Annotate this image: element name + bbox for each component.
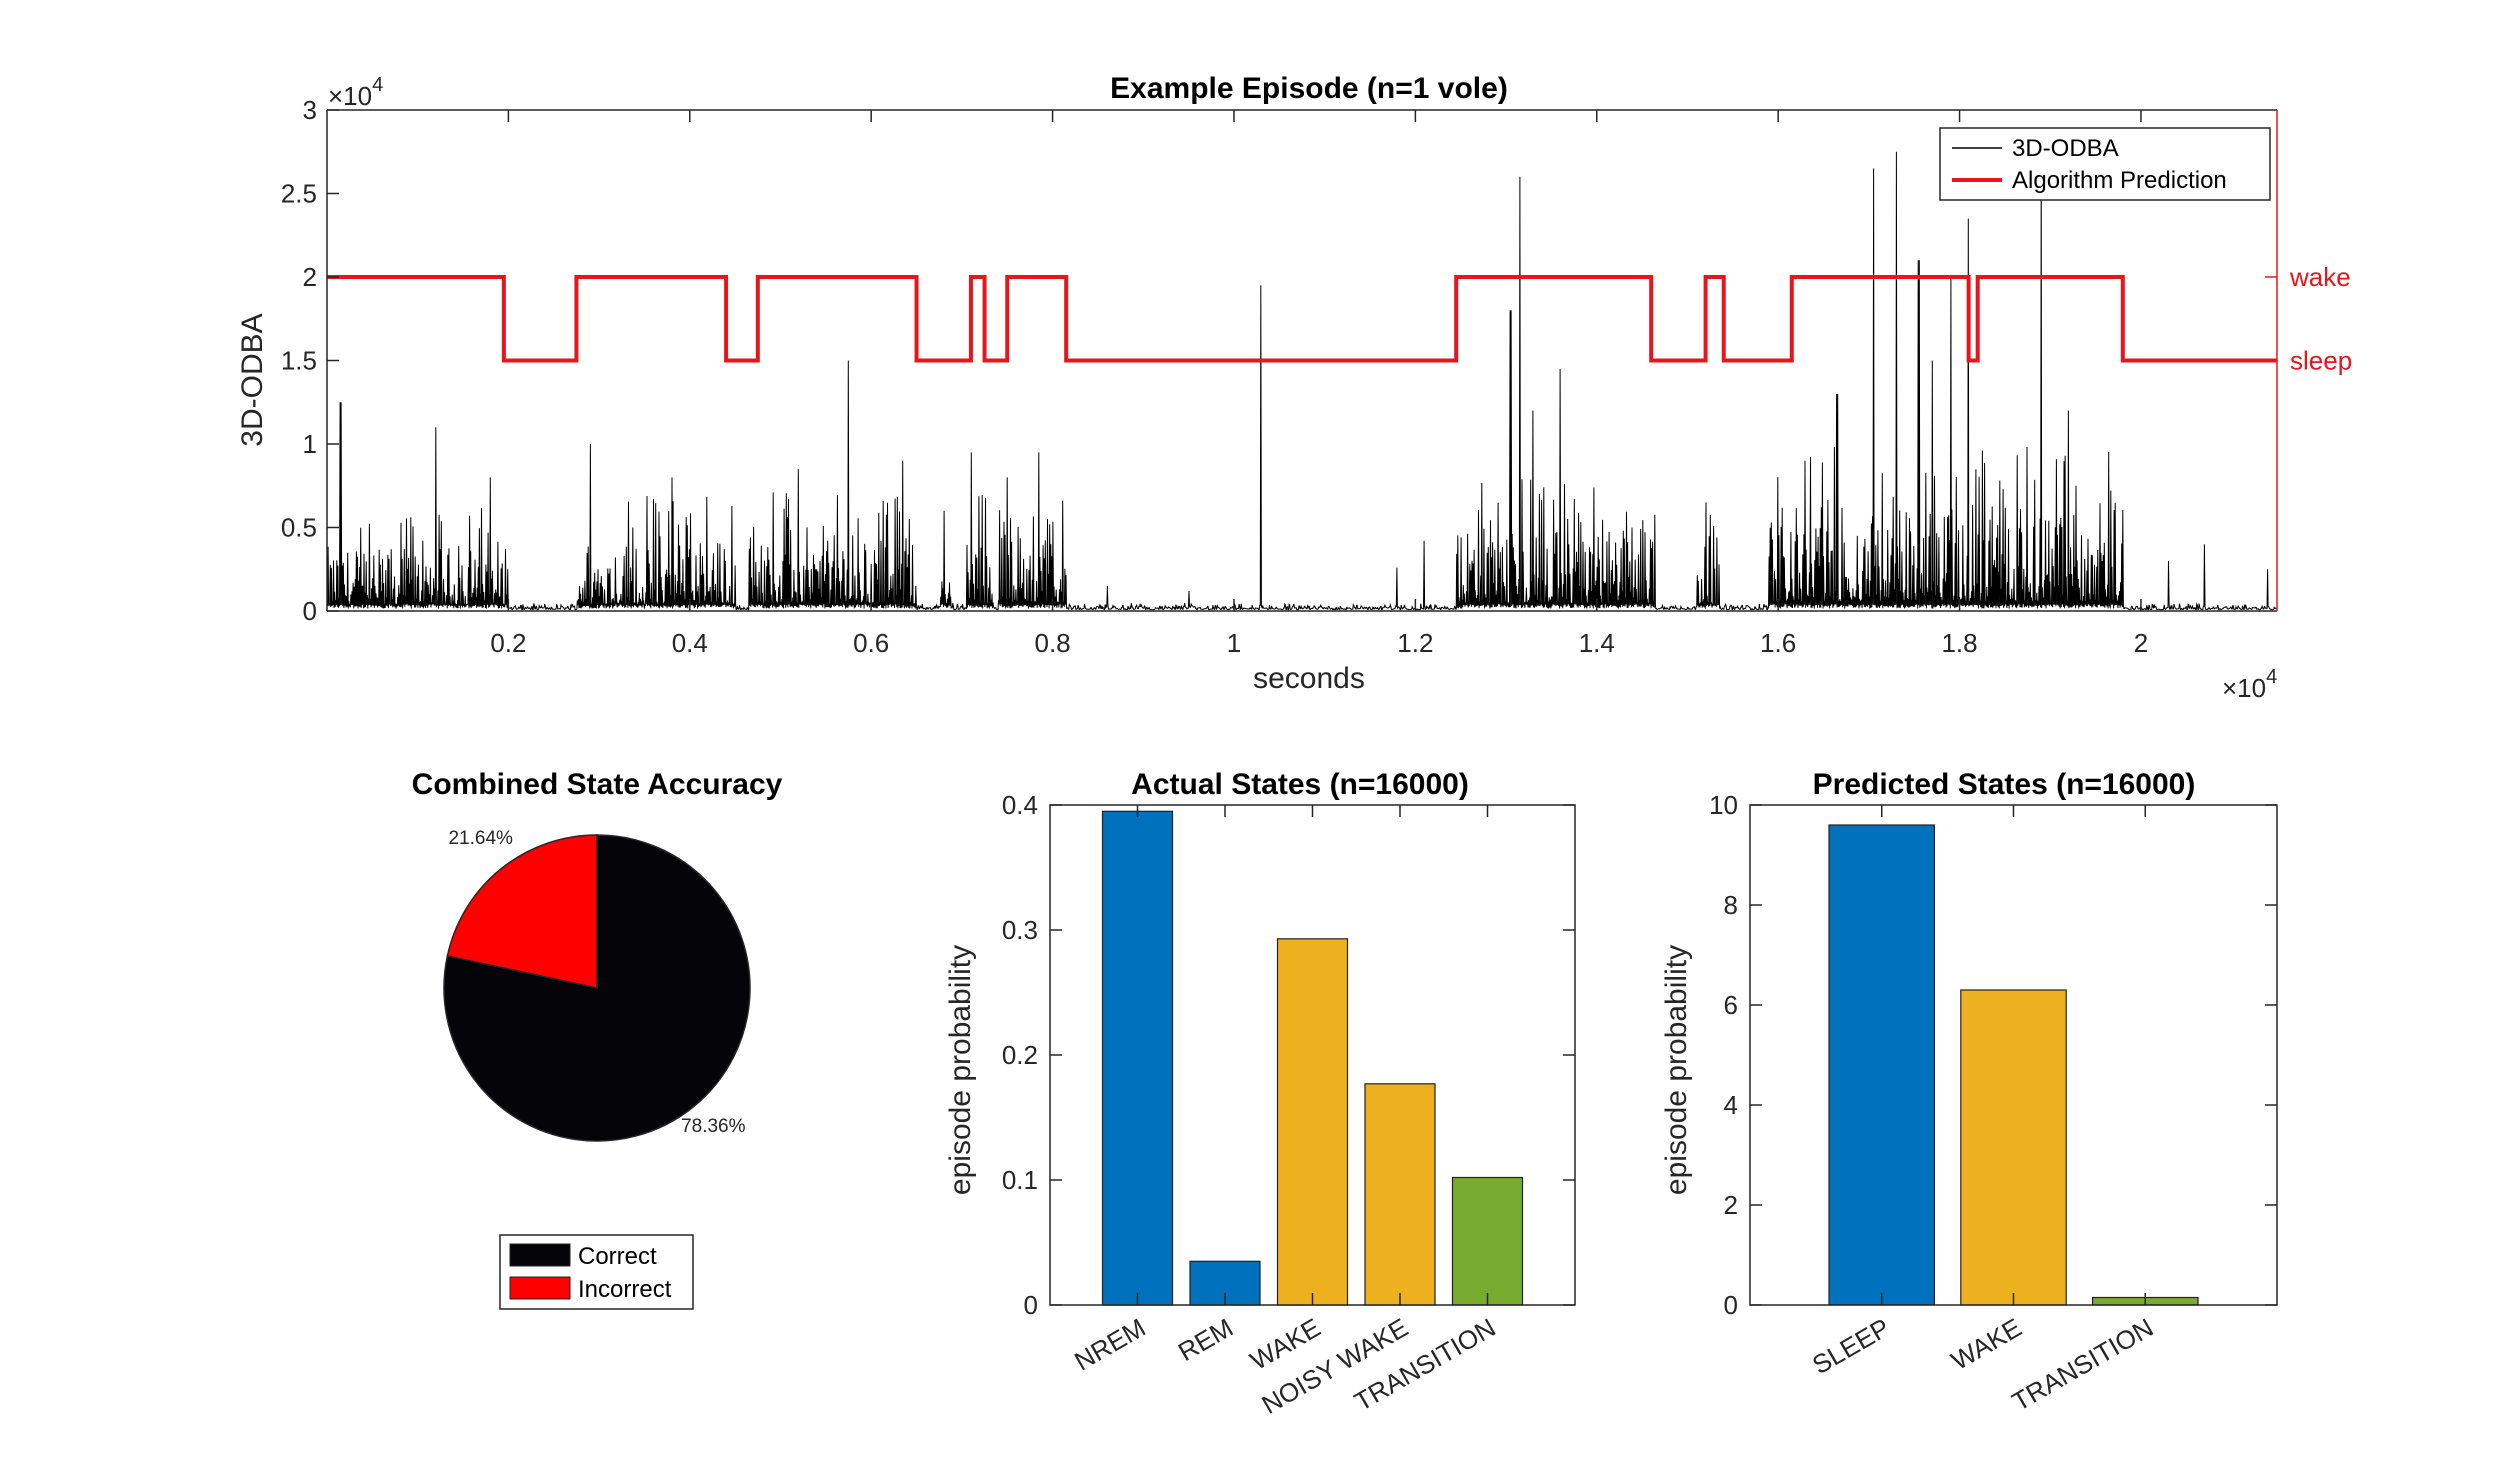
- pie-title: Combined State Accuracy: [412, 768, 783, 801]
- episode-x-tick-label: 0.4: [672, 628, 708, 658]
- episode-x-tick-label: 2: [2134, 628, 2148, 658]
- episode-x-label: seconds: [1253, 662, 1365, 695]
- legend-incorrect-label: Incorrect: [578, 1276, 672, 1303]
- predicted-y-tick-label: 8: [1724, 890, 1738, 920]
- episode-ticks: 0.2 0.4 0.6 0.8 1 1.2 1.4 1.6 1.8 2 0 0.5 1 1.5 2 2.5 3 w…: [281, 95, 2352, 658]
- episode-x-tick-label: 1.8: [1941, 628, 1977, 658]
- predicted-y-label: episode probability: [1660, 945, 1693, 1195]
- pie-slice-correct: [443, 834, 751, 1142]
- episode-y-tick-label: 3: [303, 95, 317, 125]
- predicted-y-tick-label: 10: [1709, 790, 1738, 820]
- pie-chart: 78.36% 21.64%: [443, 828, 751, 1142]
- episode-x-tick-label: 0.8: [1035, 628, 1071, 658]
- predicted-y-tick-label: 0: [1724, 1290, 1738, 1320]
- episode-y-tick-label: 2.5: [281, 179, 317, 209]
- episode-y-tick-label: 0: [303, 596, 317, 626]
- predicted-bar: [1828, 824, 1936, 1306]
- predicted-frame: [1749, 804, 2278, 1306]
- predicted-y-tick-label: 6: [1724, 990, 1738, 1020]
- episode-y-tick-label: 1.5: [281, 346, 317, 376]
- actual-y-tick-label: 0.2: [1002, 1040, 1038, 1070]
- actual-bar: [1276, 938, 1349, 1306]
- predicted-bar: [1960, 989, 2067, 1306]
- pie-slice-label: 78.36%: [681, 1116, 746, 1137]
- actual-bar: [1451, 1176, 1524, 1306]
- episode-panel: Example Episode (n=1 vole) ×104 ×104 0.2…: [236, 72, 2352, 703]
- legend-incorrect-swatch: [509, 1276, 571, 1300]
- legend-odba-label: 3D-ODBA: [2012, 135, 2119, 162]
- predicted-y-tick-label: 2: [1724, 1190, 1738, 1220]
- predicted-title: Predicted States (n=16000): [1813, 768, 2196, 801]
- pie-slice-incorrect: [446, 834, 598, 989]
- episode-y-tick-label: 0.5: [281, 513, 317, 543]
- episode-y-label: 3D-ODBA: [236, 313, 269, 446]
- episode-right-tick-label: sleep: [2290, 346, 2352, 376]
- actual-bar: [1101, 810, 1174, 1306]
- episode-x-tick-label: 1.6: [1760, 628, 1796, 658]
- episode-y-exponent: ×104: [328, 74, 383, 111]
- episode-legend: 3D-ODBA Algorithm Prediction: [1939, 127, 2271, 201]
- prediction-trace: [327, 275, 2277, 363]
- actual-bar: [1364, 1083, 1436, 1306]
- episode-y-tick-label: 2: [303, 262, 317, 292]
- actual-title: Actual States (n=16000): [1131, 768, 1469, 801]
- actual-y-tick-label: 0: [1024, 1290, 1038, 1320]
- episode-x-tick-label: 0.2: [490, 628, 526, 658]
- legend-prediction-label: Algorithm Prediction: [2012, 167, 2227, 194]
- legend-correct-label: Correct: [578, 1243, 657, 1270]
- odba-line: [326, 151, 2277, 611]
- pie-legend: Correct Incorrect: [499, 1234, 694, 1310]
- actual-frame: [1049, 804, 1576, 1306]
- episode-legend-box: [1939, 127, 2271, 201]
- episode-title: Example Episode (n=1 vole): [1110, 72, 1508, 105]
- legend-correct-swatch: [509, 1243, 571, 1267]
- actual-y-label: episode probability: [944, 945, 977, 1195]
- actual-y-tick-label: 0.3: [1002, 915, 1038, 945]
- actual-states-panel: Actual States (n=16000) NREM REM WAKENOISY…: [944, 768, 1576, 1420]
- pie-slice-label: 21.64%: [448, 828, 513, 849]
- actual-y-tick-label: 0.1: [1002, 1165, 1038, 1195]
- episode-y-tick-label: 1: [303, 429, 317, 459]
- episode-x-tick-label: 1.2: [1397, 628, 1433, 658]
- actual-y-tick-label: 0.4: [1002, 790, 1038, 820]
- episode-x-tick-label: 1: [1227, 628, 1241, 658]
- predicted-y-tick-label: 4: [1724, 1090, 1738, 1120]
- prediction-line: [327, 275, 2277, 363]
- predicted-states-panel: Predicted States (n=16000) SLEEP WAKETRAN…: [1660, 768, 2278, 1417]
- episode-x-tick-label: 0.6: [853, 628, 889, 658]
- odba-trace: [326, 151, 2277, 611]
- episode-x-exponent: ×104: [2222, 666, 2277, 703]
- episode-right-tick-label: wake: [2289, 262, 2351, 292]
- episode-x-tick-label: 1.4: [1579, 628, 1615, 658]
- accuracy-panel: Combined State Accuracy 78.36% 21.64% Cor…: [412, 768, 783, 1310]
